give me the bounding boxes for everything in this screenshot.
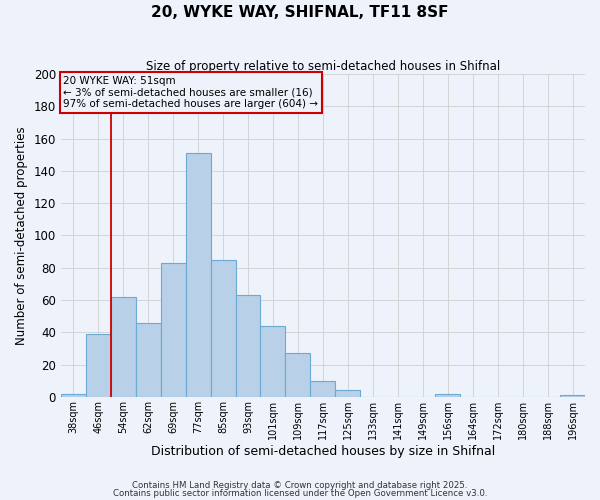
Bar: [185, 153, 211, 397]
Text: 20, WYKE WAY, SHIFNAL, TF11 8SF: 20, WYKE WAY, SHIFNAL, TF11 8SF: [151, 5, 449, 20]
Bar: [335, 390, 361, 397]
Text: Contains HM Land Registry data © Crown copyright and database right 2025.: Contains HM Land Registry data © Crown c…: [132, 480, 468, 490]
Bar: [111, 297, 136, 397]
Title: Size of property relative to semi-detached houses in Shifnal: Size of property relative to semi-detach…: [146, 60, 500, 73]
Bar: [211, 260, 236, 397]
Bar: [286, 353, 310, 397]
Y-axis label: Number of semi-detached properties: Number of semi-detached properties: [15, 126, 28, 345]
Bar: [161, 263, 185, 397]
Bar: [61, 394, 86, 397]
Bar: [310, 380, 335, 397]
Bar: [86, 334, 111, 397]
Bar: [435, 394, 460, 397]
Bar: [560, 395, 585, 397]
Bar: [236, 295, 260, 397]
Text: Contains public sector information licensed under the Open Government Licence v3: Contains public sector information licen…: [113, 489, 487, 498]
Bar: [260, 326, 286, 397]
Text: 20 WYKE WAY: 51sqm
← 3% of semi-detached houses are smaller (16)
97% of semi-det: 20 WYKE WAY: 51sqm ← 3% of semi-detached…: [64, 76, 319, 109]
X-axis label: Distribution of semi-detached houses by size in Shifnal: Distribution of semi-detached houses by …: [151, 444, 495, 458]
Bar: [136, 322, 161, 397]
